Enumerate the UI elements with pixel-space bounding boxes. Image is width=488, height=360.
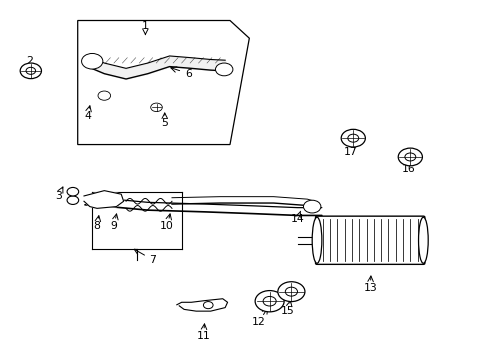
Text: 1: 1 (142, 21, 148, 31)
Text: 8: 8 (93, 221, 100, 231)
Text: 16: 16 (401, 165, 415, 174)
Text: 3: 3 (55, 191, 61, 201)
Circle shape (303, 200, 320, 213)
Text: 14: 14 (290, 214, 304, 224)
FancyBboxPatch shape (315, 216, 424, 264)
Circle shape (67, 188, 79, 196)
Polygon shape (78, 21, 249, 145)
Circle shape (255, 291, 284, 312)
Ellipse shape (418, 217, 427, 263)
Circle shape (67, 196, 79, 204)
Text: 7: 7 (149, 255, 156, 265)
Circle shape (285, 287, 297, 296)
Circle shape (20, 63, 41, 78)
Circle shape (277, 282, 305, 302)
Circle shape (347, 134, 358, 142)
Circle shape (85, 56, 99, 67)
Circle shape (341, 129, 365, 147)
Circle shape (397, 148, 422, 166)
Circle shape (215, 63, 232, 76)
Text: 5: 5 (161, 118, 168, 128)
Circle shape (263, 296, 276, 306)
Circle shape (203, 302, 213, 309)
Text: 12: 12 (252, 317, 265, 327)
Text: 13: 13 (363, 283, 376, 293)
Circle shape (153, 105, 160, 110)
Text: 11: 11 (196, 331, 210, 341)
Circle shape (98, 91, 110, 100)
Ellipse shape (311, 217, 321, 263)
Text: 2: 2 (26, 56, 33, 66)
Circle shape (100, 93, 108, 99)
Text: 15: 15 (281, 306, 294, 316)
Text: 17: 17 (343, 147, 357, 157)
Circle shape (307, 203, 316, 210)
Polygon shape (177, 299, 227, 311)
Text: 9: 9 (110, 221, 117, 231)
Circle shape (404, 153, 415, 161)
Circle shape (26, 67, 36, 75)
Polygon shape (84, 191, 123, 208)
Circle shape (218, 65, 229, 74)
Text: 6: 6 (185, 69, 192, 79)
Text: 10: 10 (160, 221, 174, 231)
Circle shape (81, 54, 102, 69)
Text: 4: 4 (84, 111, 91, 121)
Circle shape (150, 103, 162, 112)
